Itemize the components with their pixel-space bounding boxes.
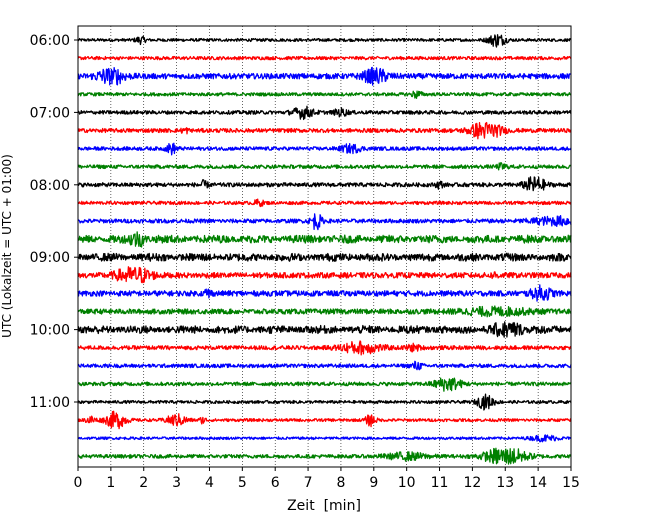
x-tick-label: 3 [172,475,181,491]
x-tick-label: 1 [106,475,115,491]
seismic-trace-1015 [77,340,572,356]
seismic-trace-0700 [77,105,572,121]
x-axis-title: Zeit [min] [287,498,361,514]
y-tick-label: 07:00 [30,105,70,121]
seismic-trace-1100 [77,393,572,411]
seismic-trace-0930 [77,284,572,302]
seismic-trace-1115 [77,410,572,430]
x-tick-label: 7 [304,475,313,491]
x-tick-label: 15 [562,475,580,491]
y-tick-label: 10:00 [30,323,70,339]
seismic-trace-0715 [77,121,572,140]
x-tick-label: 0 [74,475,83,491]
seismic-trace-0915 [77,266,572,284]
seismic-trace-0800 [77,176,572,192]
seismic-trace-1030 [77,360,572,371]
plot-frame [77,25,572,468]
x-tick-label: 8 [336,475,345,491]
seismic-trace-1045 [77,377,572,392]
x-tick-label: 9 [369,475,378,491]
seismic-trace-0615 [77,55,572,61]
plot-background [78,26,571,467]
seismic-trace-0815 [77,198,572,208]
trace-series [77,34,572,465]
seismic-trace-0845 [77,231,572,248]
x-axis-ticks: 0 1 2 3 4 5 6 7 8 9 10 11 12 13 14 15 [74,467,580,491]
seismic-trace-0900 [77,252,572,262]
seismic-trace-0630 [77,66,572,86]
seismic-trace-1000 [77,321,572,338]
y-tick-label: 08:00 [30,178,70,194]
x-tick-label: 5 [238,475,247,491]
seismic-trace-0730 [77,142,572,156]
x-tick-label: 14 [529,475,547,491]
y-tick-label: 06:00 [30,33,70,49]
x-tick-label: 6 [271,475,280,491]
seismic-trace-0645 [77,90,572,99]
x-tick-label: 10 [398,475,416,491]
y-tick-label: 11:00 [30,395,70,411]
y-tick-label: 09:00 [30,250,70,266]
seismic-trace-0745 [77,162,572,171]
seismic-trace-0945 [77,305,572,318]
x-tick-label: 2 [139,475,148,491]
x-tick-label: 4 [205,475,214,491]
x-tick-label: 11 [431,475,449,491]
x-tick-label: 13 [496,475,514,491]
seismic-trace-1130 [77,434,572,443]
seismic-trace-1145 [77,447,572,465]
y-axis-ticks: 06:00 07:00 08:00 09:00 10:00 11:00 [30,33,78,411]
seismic-trace-0830 [77,213,572,231]
seismic-trace-0600 [77,34,572,48]
x-tick-label: 12 [463,475,481,491]
y-axis-title: UTC (Lokalzeit = UTC + 01:00) [0,154,14,338]
